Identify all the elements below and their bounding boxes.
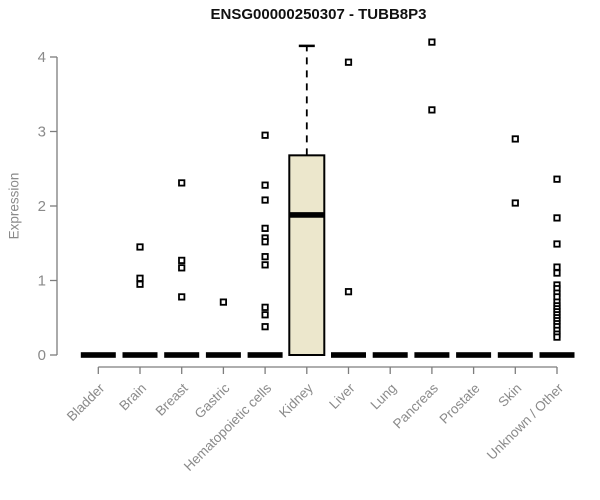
outlier-point [261,253,269,261]
outlier-point [261,224,269,232]
median-line [539,352,575,358]
x-tick-label: Prostate [437,381,483,427]
x-tick-label: Skin [495,381,524,410]
outlier-point [344,288,353,296]
outlier-point [553,175,561,183]
outlier-point [178,264,186,272]
chart-title: ENSG00000250307 - TUBB8P3 [210,6,427,23]
median-line [331,352,366,358]
outlier-point [553,333,561,341]
median-line [372,352,408,358]
x-tick-label: Liver [326,380,358,412]
outlier-point [511,135,519,143]
x-tick-label: Lung [367,381,399,413]
x-tick-label: Unknown / Other [484,380,567,463]
x-tick-label: Bladder [64,380,108,424]
y-tick-label: 2 [38,198,46,215]
outlier-point [261,323,269,331]
x-tick-label: Breast [153,380,191,418]
outlier-point [428,106,436,114]
box [288,154,326,356]
outlier-point [261,131,269,139]
y-tick-label: 0 [38,347,46,364]
outlier-point [178,256,186,264]
median-line [289,212,325,218]
outlier-point [553,214,561,222]
outlier-point [261,238,269,246]
x-tick-label: Brain [116,381,149,414]
outlier-point [344,58,353,66]
y-tick-label: 1 [38,273,46,290]
outlier-point [261,181,269,189]
median-line [247,352,283,358]
outlier-point [136,274,144,282]
outlier-point [261,311,269,319]
outlier-point [136,243,144,251]
outlier-point [553,269,561,277]
outlier-point [553,263,561,271]
outlier-point [261,196,269,204]
x-tick-label: Pancreas [390,380,441,431]
median-line [122,352,158,358]
y-tick-label: 3 [38,124,46,141]
outlier-point [428,38,436,46]
outlier-point [178,179,186,187]
x-tick-label: Kidney [276,380,316,420]
outlier-point [553,240,561,248]
median-line [414,352,450,358]
outlier-point [511,199,519,207]
outlier-point [219,298,227,306]
median-line [497,352,533,358]
x-tick-label: Gastric [192,380,233,421]
outlier-point [261,303,269,311]
median-line [80,352,116,358]
median-line [164,352,200,358]
y-tick-label: 4 [38,49,46,66]
outlier-point [136,280,144,288]
median-line [205,352,241,358]
median-line [456,352,492,358]
outlier-point [178,293,186,301]
outlier-point [261,261,269,269]
